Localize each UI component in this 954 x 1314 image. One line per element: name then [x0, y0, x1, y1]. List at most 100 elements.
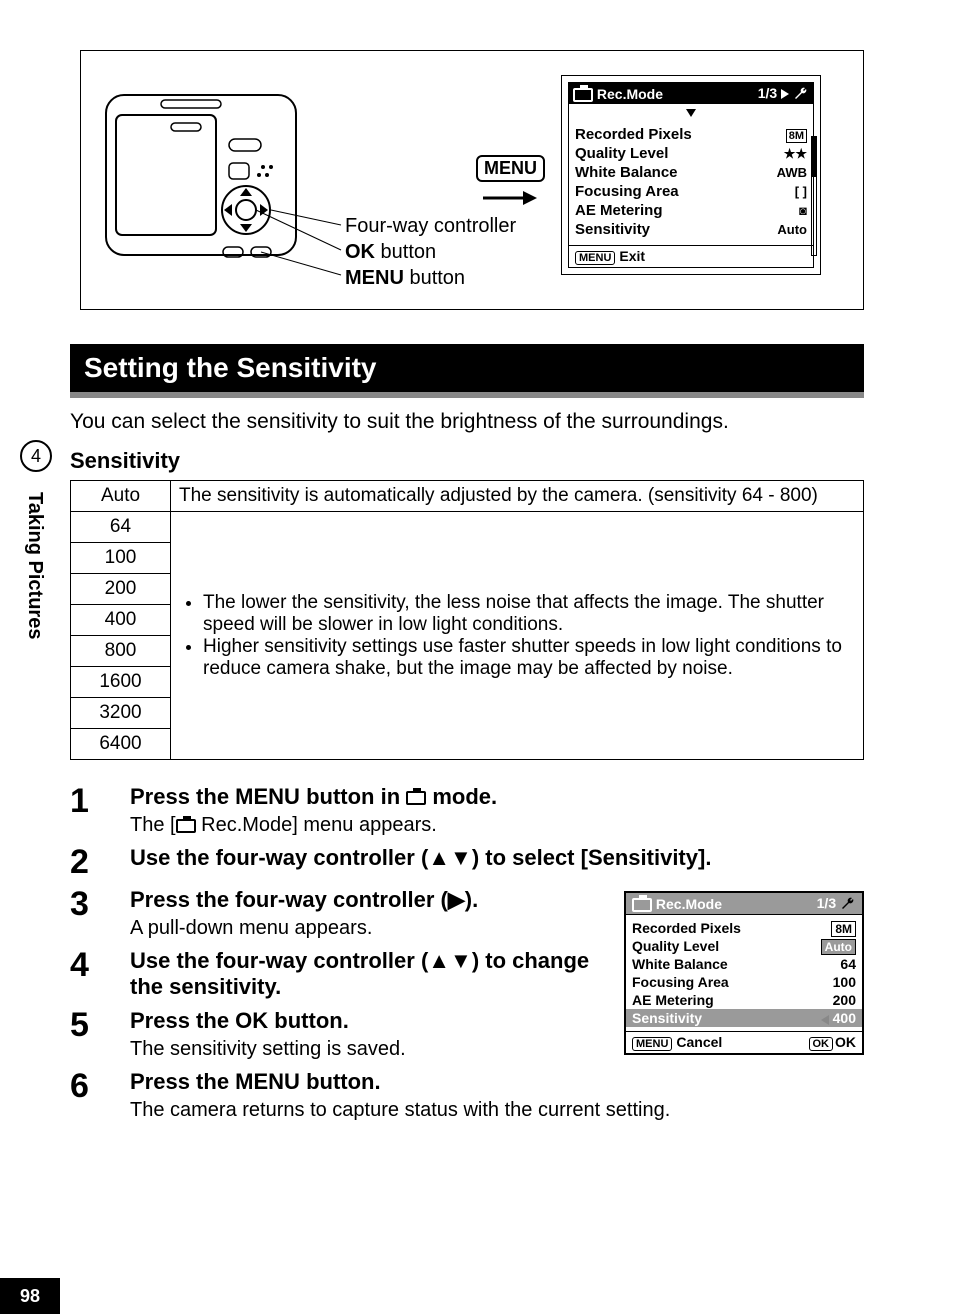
lcd-row-label: Sensitivity	[575, 221, 650, 238]
ok-suffix: button	[375, 241, 436, 263]
lcd-row: White Balance AWB	[575, 163, 807, 182]
ok-button-label: OK button	[345, 241, 436, 264]
menu-badge: MENU	[575, 251, 615, 265]
step-number: 4	[70, 948, 110, 1000]
auto-cell: Auto	[71, 481, 171, 512]
step-title: Use the four-way controller (▲▼) to sele…	[130, 845, 864, 871]
lcd-row-value: 8M	[786, 127, 807, 143]
arrow-icon	[483, 191, 537, 205]
iso-cell: 400	[71, 605, 171, 636]
diagram-box: MENU Four-way controller OK button MENU …	[80, 50, 864, 310]
iso-cell: 64	[71, 512, 171, 543]
lcd-row-label: AE Metering	[575, 202, 663, 219]
bullet-item: The lower the sensitivity, the less nois…	[203, 592, 855, 636]
lcd-row-label: Sensitivity	[632, 1010, 702, 1026]
lcd-row-label: Recorded Pixels	[575, 126, 692, 143]
menu-button-graphic: MENU	[476, 155, 545, 182]
step-desc: A pull-down menu appears.	[130, 917, 608, 940]
lcd-row-value: 64	[840, 956, 856, 972]
iso-bullets: The lower the sensitivity, the less nois…	[179, 592, 855, 680]
lcd-row-value: Auto	[821, 938, 856, 954]
lcd-row: Focusing Area[ ]	[575, 182, 807, 201]
lcd2-header: Rec.Mode 1/3	[626, 893, 862, 915]
camera-diagram: MENU Four-way controller OK button MENU …	[101, 75, 541, 285]
triangle-right-icon	[781, 89, 789, 99]
step-desc: The [ Rec.Mode] menu appears.	[130, 814, 864, 837]
ok-bold: OK	[345, 241, 375, 263]
lcd-screen-2-wrap: Rec.Mode 1/3 Recorded Pixels8MQuality Le…	[624, 891, 864, 1055]
ok-badge: OK	[809, 1037, 834, 1051]
step-title: Use the four-way controller (▲▼) to chan…	[130, 948, 608, 1000]
iso-cell: 6400	[71, 729, 171, 760]
lcd-row-label: Quality Level	[632, 938, 719, 954]
lcd2-footer: MENUCancel OKOK	[626, 1031, 862, 1053]
step-2: 2 Use the four-way controller (▲▼) to se…	[70, 845, 864, 879]
step-title: Press the MENU button in mode.	[130, 784, 864, 810]
lcd1-rows: Recorded Pixels8MQuality Level★★White Ba…	[569, 121, 813, 245]
lcd-row-value: ★★	[784, 146, 807, 162]
camera-icon	[406, 791, 426, 805]
lcd2-page: 1/3	[817, 895, 836, 911]
lcd-row: Recorded Pixels 8M	[575, 125, 807, 144]
step-6: 6 Press the MENU button. The camera retu…	[70, 1069, 864, 1122]
step-number: 5	[70, 1008, 110, 1061]
sensitivity-table: Auto The sensitivity is automatically ad…	[70, 480, 864, 760]
lcd1-footer-text: Exit	[619, 248, 645, 264]
lcd-row: Quality Level Auto	[632, 937, 856, 955]
step-number: 6	[70, 1069, 110, 1122]
step-desc: The camera returns to capture status wit…	[130, 1099, 864, 1122]
lcd-screen-2: Rec.Mode 1/3 Recorded Pixels8MQuality Le…	[624, 891, 864, 1055]
step-desc: The sensitivity setting is saved.	[130, 1038, 608, 1061]
iso-cell: 100	[71, 543, 171, 574]
lcd2-ok: OK	[835, 1034, 856, 1050]
auto-desc: The sensitivity is automatically adjuste…	[171, 481, 864, 512]
lcd-row: Quality Level ★★	[575, 144, 807, 163]
menu-bold: MENU	[345, 267, 404, 289]
lcd-row: Recorded Pixels 8M	[632, 919, 856, 937]
lcd-row-value: AWB	[777, 165, 807, 180]
intro-text: You can select the sensitivity to suit t…	[70, 410, 864, 434]
lcd-row: Sensitivity 400	[626, 1009, 862, 1027]
lcd-row-value: Auto	[777, 222, 807, 237]
lcd-row-value: 100	[833, 974, 856, 990]
iso-cell: 200	[71, 574, 171, 605]
lcd1-scrollbar	[811, 136, 817, 256]
lcd-row: Sensitivity Auto	[575, 220, 807, 239]
bullet-item: Higher sensitivity settings use faster s…	[203, 636, 855, 680]
lcd-row: White Balance 64	[632, 955, 856, 973]
lcd-row: Focusing Area100	[632, 973, 856, 991]
step-title: Press the MENU button.	[130, 1069, 864, 1095]
step-4: 4 Use the four-way controller (▲▼) to ch…	[70, 948, 608, 1000]
iso-cell: 1600	[71, 667, 171, 698]
menu-suffix: button	[404, 267, 465, 289]
scrollbar-thumb	[812, 137, 816, 177]
menu-button-label: MENU button	[345, 267, 465, 290]
step-title: Press the OK button.	[130, 1008, 608, 1034]
lcd1-footer: MENU Exit	[569, 245, 813, 267]
iso-cell: 3200	[71, 698, 171, 729]
lcd-row-value: 8M	[831, 920, 856, 936]
lcd-row-label: Focusing Area	[575, 183, 679, 200]
iso-cell: 800	[71, 636, 171, 667]
lcd-row: AE Metering◙	[575, 201, 807, 220]
step-5: 5 Press the OK button. The sensitivity s…	[70, 1008, 608, 1061]
step-3: 3 Press the four-way controller (▶). A p…	[70, 887, 608, 940]
iso-desc-cell: The lower the sensitivity, the less nois…	[171, 512, 864, 760]
section-title: Setting the Sensitivity	[70, 344, 864, 398]
wrench-icon	[793, 86, 809, 102]
lcd-row-value: 400	[821, 1010, 856, 1026]
step-1: 1 Press the MENU button in mode. The [ R…	[70, 784, 864, 837]
lcd-row-label: White Balance	[575, 164, 678, 181]
camera-icon	[176, 819, 196, 833]
triangle-left-icon	[821, 1015, 829, 1025]
step-number: 2	[70, 845, 110, 879]
lcd2-cancel: Cancel	[676, 1034, 722, 1050]
lcd-row-label: White Balance	[632, 956, 728, 972]
step-title: Press the four-way controller (▶).	[130, 887, 608, 913]
lcd1-header: Rec.Mode 1/3	[569, 83, 813, 104]
lcd-row-label: Quality Level	[575, 145, 668, 162]
lcd-row-label: Recorded Pixels	[632, 920, 741, 936]
lcd1-title: Rec.Mode	[597, 86, 663, 102]
step-number: 3	[70, 887, 110, 940]
lcd1-page: 1/3	[758, 85, 777, 101]
